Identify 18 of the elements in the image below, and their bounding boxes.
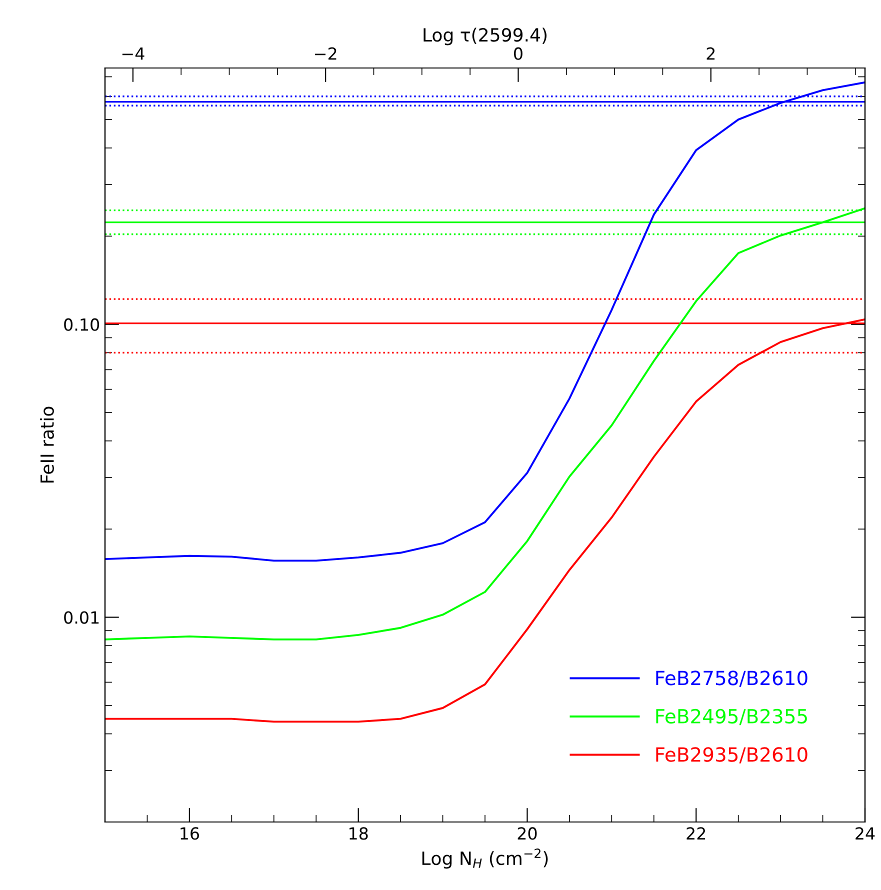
line-series [105,81,865,562]
y-axis-title: FeII ratio [40,406,54,482]
x2-tick-label: −2 [315,47,336,60]
y-tick-label: 0.10 [64,318,100,331]
x-tick-label: 24 [856,827,875,840]
legend-label: FeB2495/B2355 [656,708,807,726]
x2-tick-label: 0 [514,47,522,60]
x-axis-title: Log N$_{H}$ (cm$^{−2}$) [422,848,548,869]
x-tick-label: 22 [686,827,706,840]
legend-label: FeB2935/B2610 [656,747,808,764]
y-tick-label: 0.01 [64,611,99,624]
legend-label: FeB2758/B2610 [656,670,808,687]
x2-axis-title: Log τ(2599.4) [424,28,547,46]
x2-tick-label: 2 [706,47,715,60]
x-tick-label: 16 [180,827,199,840]
x2-tick-label: −4 [122,48,144,60]
x-tick-label: 20 [518,827,537,840]
x-tick-label: 18 [350,827,368,840]
